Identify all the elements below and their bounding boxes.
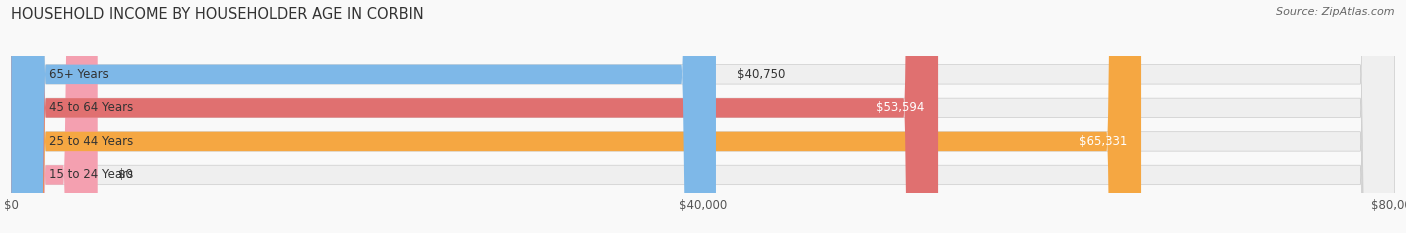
Text: $40,750: $40,750 <box>737 68 785 81</box>
FancyBboxPatch shape <box>11 0 1395 233</box>
Text: 15 to 24 Years: 15 to 24 Years <box>49 168 134 182</box>
Text: $65,331: $65,331 <box>1078 135 1128 148</box>
FancyBboxPatch shape <box>11 0 1395 233</box>
Text: $0: $0 <box>118 168 134 182</box>
FancyBboxPatch shape <box>11 0 98 233</box>
Text: 45 to 64 Years: 45 to 64 Years <box>49 101 134 114</box>
Text: $53,594: $53,594 <box>876 101 924 114</box>
FancyBboxPatch shape <box>11 0 1395 233</box>
Text: 25 to 44 Years: 25 to 44 Years <box>49 135 134 148</box>
FancyBboxPatch shape <box>11 0 1142 233</box>
Text: Source: ZipAtlas.com: Source: ZipAtlas.com <box>1277 7 1395 17</box>
Text: HOUSEHOLD INCOME BY HOUSEHOLDER AGE IN CORBIN: HOUSEHOLD INCOME BY HOUSEHOLDER AGE IN C… <box>11 7 425 22</box>
FancyBboxPatch shape <box>11 0 716 233</box>
Text: 65+ Years: 65+ Years <box>49 68 110 81</box>
FancyBboxPatch shape <box>11 0 1395 233</box>
FancyBboxPatch shape <box>11 0 938 233</box>
